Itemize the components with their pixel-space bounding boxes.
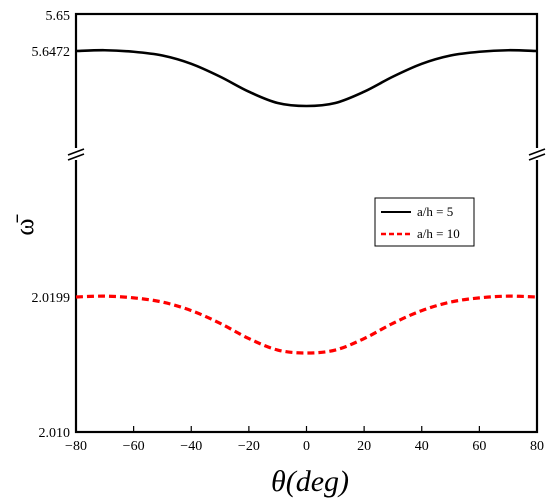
- y-tick-label-2.010: 2.010: [39, 426, 71, 441]
- x-tick-label: −60: [123, 439, 145, 454]
- series-layer: [75, 48, 538, 355]
- y-axis-title: ω̄: [10, 214, 39, 235]
- x-tick-label: 40: [415, 439, 429, 454]
- axis-break-right: [528, 148, 546, 161]
- axis-break-left: [67, 148, 85, 161]
- legend-label-1: a/h = 5: [417, 204, 453, 219]
- x-ticks: −80 −60 −40 −20 0 20 40 60 80: [65, 426, 544, 454]
- x-axis-title: θ(deg): [271, 465, 349, 498]
- y-tick-label-5.6472: 5.6472: [32, 45, 71, 60]
- x-tick-label: 20: [357, 439, 371, 454]
- x-tick-label: −40: [180, 439, 202, 454]
- x-tick-label: −80: [65, 439, 87, 454]
- legend-label-2: a/h = 10: [417, 226, 460, 241]
- x-tick-label: 60: [472, 439, 486, 454]
- series-line-2: [75, 294, 538, 355]
- y-tick-label-5.65: 5.65: [46, 9, 71, 24]
- x-tick-label: 0: [303, 439, 310, 454]
- series-line-1: [75, 48, 538, 108]
- legend: a/h = 5 a/h = 10: [374, 197, 475, 247]
- y-tick-label-2.0199: 2.0199: [32, 291, 71, 306]
- legend-box: [374, 197, 475, 247]
- x-tick-label: −20: [238, 439, 260, 454]
- y-axis-title-text: ω̄: [10, 214, 39, 235]
- x-tick-label: 80: [530, 439, 544, 454]
